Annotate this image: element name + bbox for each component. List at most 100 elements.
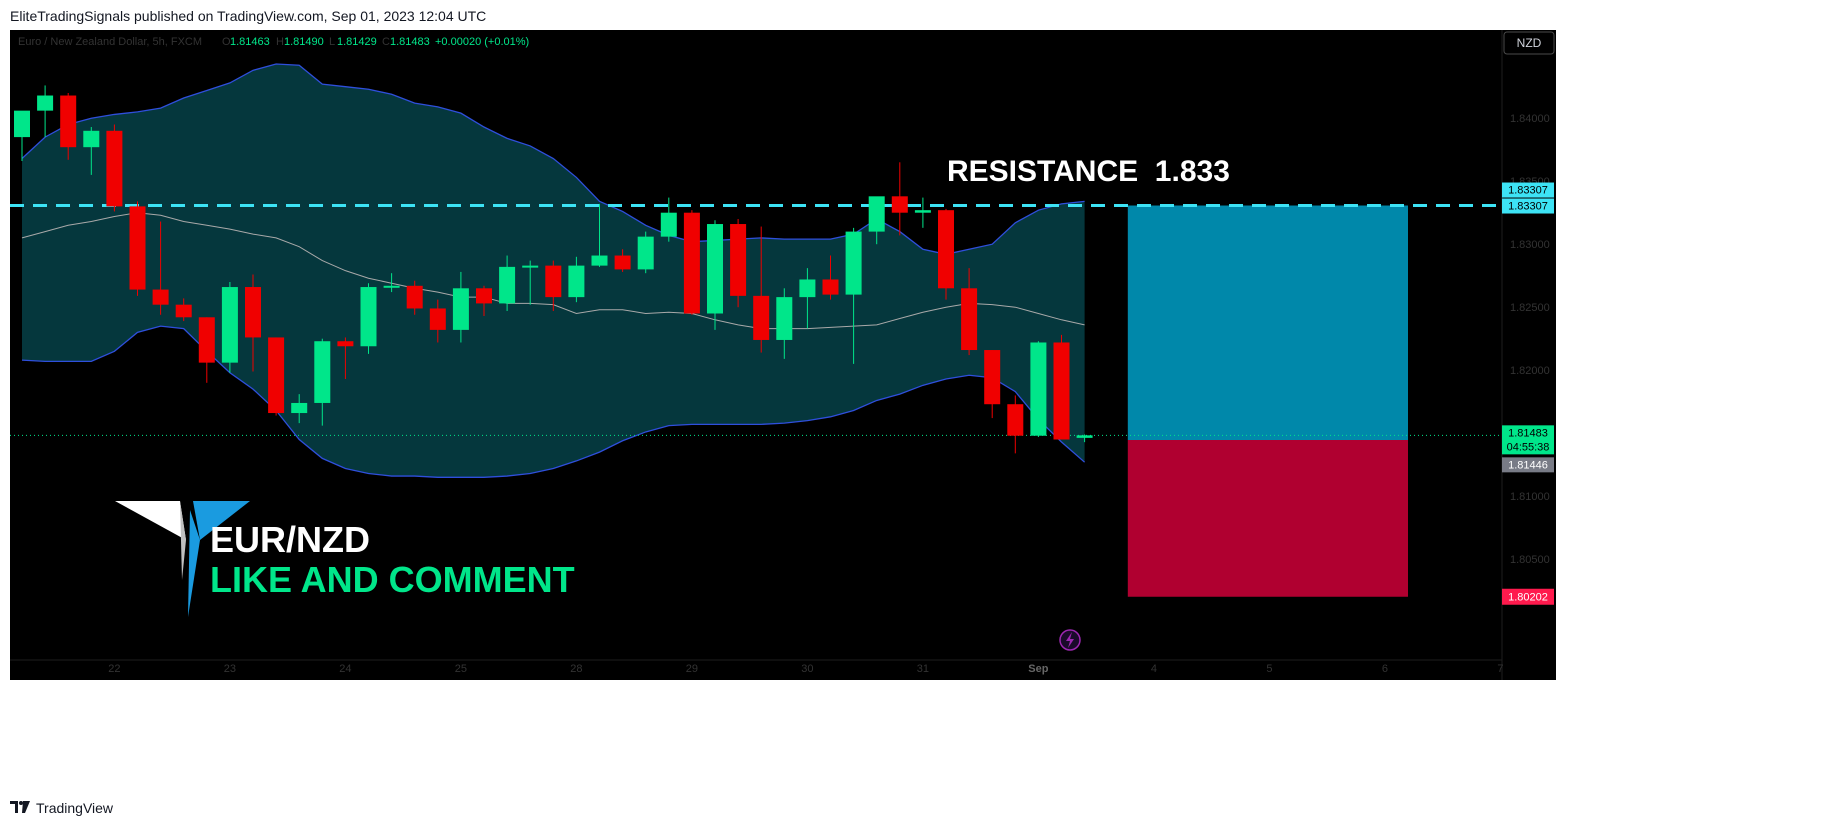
candle-body[interactable] xyxy=(37,95,54,111)
candle-body[interactable] xyxy=(1007,404,1024,436)
footer-brand: TradingView xyxy=(10,800,113,816)
candle-body[interactable] xyxy=(60,95,77,148)
candle-body[interactable] xyxy=(891,196,908,213)
candle-body[interactable] xyxy=(568,265,585,298)
candle-body[interactable] xyxy=(83,130,100,148)
candle-body[interactable] xyxy=(337,341,354,347)
candle-body[interactable] xyxy=(129,206,146,290)
target-zone[interactable] xyxy=(1127,205,1408,441)
candle-body[interactable] xyxy=(106,130,123,207)
candle-body[interactable] xyxy=(175,304,192,318)
x-tick-label: 23 xyxy=(224,663,236,675)
resistance-price-label-b-bg xyxy=(1502,198,1554,214)
candle-body[interactable] xyxy=(753,295,770,340)
lightning-icon[interactable] xyxy=(1059,629,1081,651)
legend-high: 1.81490 xyxy=(284,36,324,48)
candle-body[interactable] xyxy=(198,317,215,363)
x-tick-label: 5 xyxy=(1266,663,1272,675)
candle-body[interactable] xyxy=(938,210,954,289)
cta-annotation[interactable]: LIKE AND COMMENT xyxy=(210,559,575,600)
candle-body[interactable] xyxy=(221,287,238,363)
candle-body[interactable] xyxy=(1053,342,1070,440)
brand-logo-icon xyxy=(115,501,250,617)
candle-body[interactable] xyxy=(452,288,469,330)
stop-price-label: 1.80202 xyxy=(1508,592,1548,604)
candle-body[interactable] xyxy=(868,196,885,232)
last-price-label-bg xyxy=(1502,425,1554,441)
prev-close-label: 1.81446 xyxy=(1508,459,1548,471)
candle-body[interactable] xyxy=(291,402,308,414)
legend-l-label: L xyxy=(329,36,335,48)
candle-body[interactable] xyxy=(314,341,331,403)
legend-change: +0.00020 (+0.01%) xyxy=(435,36,529,48)
candle-body[interactable] xyxy=(730,224,747,296)
candle-body[interactable] xyxy=(14,110,30,138)
y-tick-label: 1.84000 xyxy=(1510,113,1550,125)
legend-h-label: H xyxy=(276,36,284,48)
x-tick-label: 22 xyxy=(108,663,120,675)
legend-o-label: O xyxy=(222,36,231,48)
x-tick-label: 31 xyxy=(917,663,929,675)
candle-body[interactable] xyxy=(845,231,862,295)
candle-body[interactable] xyxy=(245,287,261,338)
x-tick-label: 29 xyxy=(686,663,698,675)
x-tick-label: 4 xyxy=(1151,663,1157,675)
candle-body[interactable] xyxy=(1076,435,1093,438)
tradingview-logo-icon xyxy=(10,800,30,816)
y-tick-label: 1.82500 xyxy=(1510,302,1550,314)
legend-ohlc: O 1.81463 H 1.81490 L 1.81429 C 1.81483 … xyxy=(222,36,529,48)
candle-body[interactable] xyxy=(499,266,516,304)
y-tick-label: 1.81000 xyxy=(1510,491,1550,503)
candle-body[interactable] xyxy=(360,287,377,347)
candle-body[interactable] xyxy=(429,308,446,330)
bollinger-upper-line xyxy=(21,63,1085,255)
candle-body[interactable] xyxy=(152,289,169,305)
x-tick-label: 30 xyxy=(801,663,813,675)
y-tick-label: 1.82000 xyxy=(1510,365,1550,377)
stop-price-label-bg xyxy=(1502,588,1554,605)
resistance-annotation[interactable]: RESISTANCE 1.833 xyxy=(947,155,1230,188)
legend-close: 1.81483 xyxy=(390,36,430,48)
candle-body[interactable] xyxy=(383,285,400,288)
prev-close-label-bg xyxy=(1502,457,1554,473)
candle-body[interactable] xyxy=(707,224,723,314)
x-tick-label: 25 xyxy=(455,663,467,675)
footer-brand-label: TradingView xyxy=(36,800,114,816)
currency-button[interactable]: NZD xyxy=(1503,31,1555,55)
x-tick-label: 28 xyxy=(570,663,582,675)
candle-body[interactable] xyxy=(984,350,1001,405)
candle-body[interactable] xyxy=(545,265,562,298)
legend-open: 1.81463 xyxy=(230,36,270,48)
candle-body[interactable] xyxy=(660,212,677,237)
candle-body[interactable] xyxy=(476,288,492,304)
candle-body[interactable] xyxy=(637,236,654,270)
y-tick-label: 1.83000 xyxy=(1510,239,1550,251)
candle-body[interactable] xyxy=(914,210,931,213)
candle-body[interactable] xyxy=(522,265,539,268)
price-chart[interactable]: 1.840001.835001.830001.825001.820001.815… xyxy=(10,30,1556,680)
legend-symbol: Euro / New Zealand Dollar, 5h, FXCM xyxy=(18,36,202,48)
resistance-price-label-b: 1.83307 xyxy=(1508,201,1548,213)
candle-body[interactable] xyxy=(822,279,839,295)
candle-body[interactable] xyxy=(1030,342,1047,436)
resistance-price-label-a: 1.83307 xyxy=(1508,185,1548,197)
stop-zone[interactable] xyxy=(1127,440,1408,597)
x-tick-label: 7 xyxy=(1497,663,1503,675)
x-tick-label: 24 xyxy=(339,663,351,675)
candle-body[interactable] xyxy=(268,337,285,414)
candle-body[interactable] xyxy=(683,212,700,314)
resistance-price-label-a-bg xyxy=(1502,182,1554,198)
bar-countdown-label: 04:55:38 xyxy=(1507,441,1550,453)
candle-body[interactable] xyxy=(776,297,793,340)
candle-body[interactable] xyxy=(406,285,423,309)
pair-annotation[interactable]: EUR/NZD xyxy=(210,519,370,560)
x-tick-label: Sep xyxy=(1028,663,1048,675)
candle-body[interactable] xyxy=(591,255,608,266)
candle-body[interactable] xyxy=(799,279,816,298)
published-caption: EliteTradingSignals published on Trading… xyxy=(10,8,487,24)
legend-c-label: C xyxy=(382,36,390,48)
x-tick-label: 6 xyxy=(1382,663,1388,675)
bar-countdown-label-bg xyxy=(1502,439,1554,455)
candle-body[interactable] xyxy=(961,288,978,351)
candle-body[interactable] xyxy=(614,255,631,270)
